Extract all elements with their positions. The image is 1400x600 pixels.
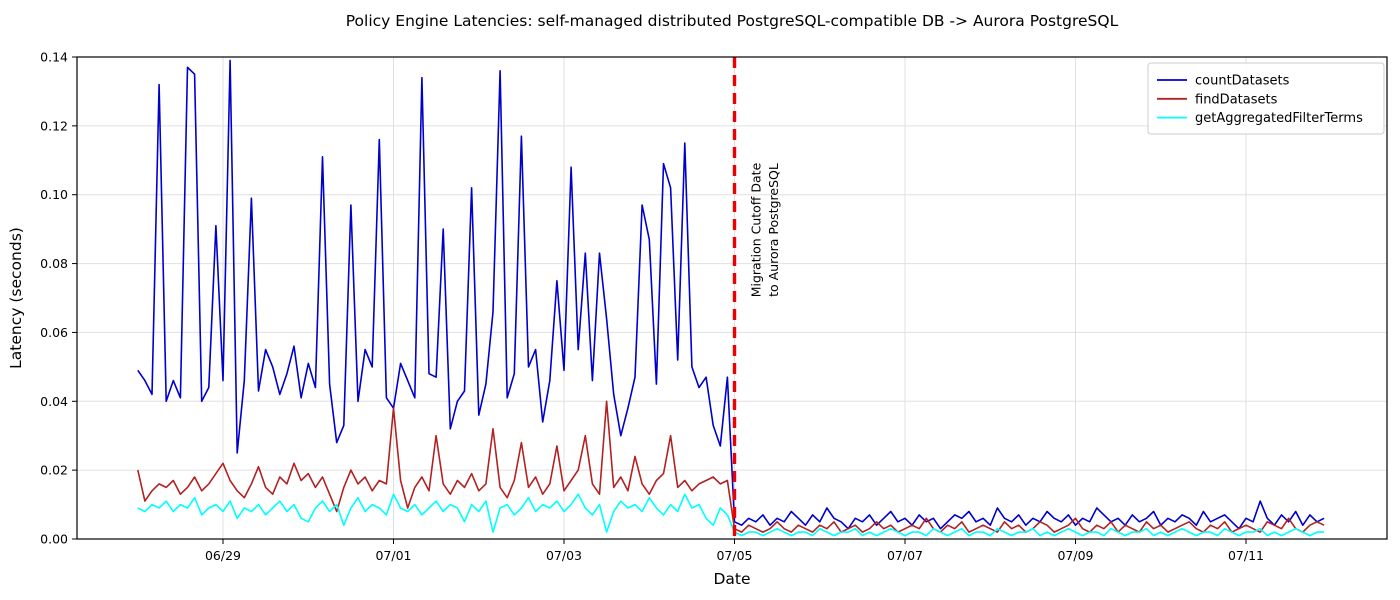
series-line-findDatasets: [137, 400, 1325, 533]
migration-cutoff-group: Migration Cutoff Date to Aurora PostgreSQ…: [732, 57, 781, 539]
legend-box: [1147, 62, 1385, 135]
chart-title: Policy Engine Latencies: self-managed di…: [346, 12, 1119, 30]
y-tick-label: 0.02: [40, 463, 68, 478]
legend-label-findDatasets: findDatasets: [1195, 92, 1278, 107]
y-tick-label: 0.00: [40, 532, 68, 547]
legend-label-countDatasets: countDatasets: [1195, 74, 1290, 89]
legend-label-getAggregatedFilterTerms: getAggregatedFilterTerms: [1195, 111, 1363, 126]
series-line-getAggregatedFilterTerms: [137, 493, 1325, 537]
migration-cutoff-annotation-line: to Aurora PostgreSQL: [766, 163, 781, 297]
y-tick-label: 0.04: [40, 394, 68, 409]
y-tick-label: 0.12: [40, 118, 68, 133]
x-tick-label: 06/29: [205, 548, 241, 563]
x-tick-label: 07/07: [887, 548, 923, 563]
x-tick-label: 07/01: [375, 548, 411, 563]
series-line-countDatasets: [137, 59, 1325, 530]
x-tick-label: 07/11: [1228, 548, 1264, 563]
y-tick-label: 0.08: [40, 256, 68, 271]
x-axis-label: Date: [713, 570, 750, 588]
migration-cutoff-annotation-line: Migration Cutoff Date: [749, 162, 764, 297]
series-lines: [137, 59, 1325, 537]
x-tick-label: 07/05: [716, 548, 752, 563]
x-tick-label: 07/03: [546, 548, 582, 563]
y-axis-label: Latency (seconds): [7, 227, 25, 369]
legend: countDatasets findDatasets getAggregatedFi…: [1147, 62, 1385, 135]
x-tick-label: 07/09: [1057, 548, 1093, 563]
y-tick-label: 0.06: [40, 325, 68, 340]
y-tick-label: 0.10: [40, 187, 68, 202]
axis-ticks: 0.00 0.02 0.04 0.06 0.08 0.10 0.12 0.14 06/29 07/…: [40, 50, 1264, 564]
y-tick-label: 0.14: [40, 50, 68, 65]
plot-border: [76, 56, 1388, 540]
